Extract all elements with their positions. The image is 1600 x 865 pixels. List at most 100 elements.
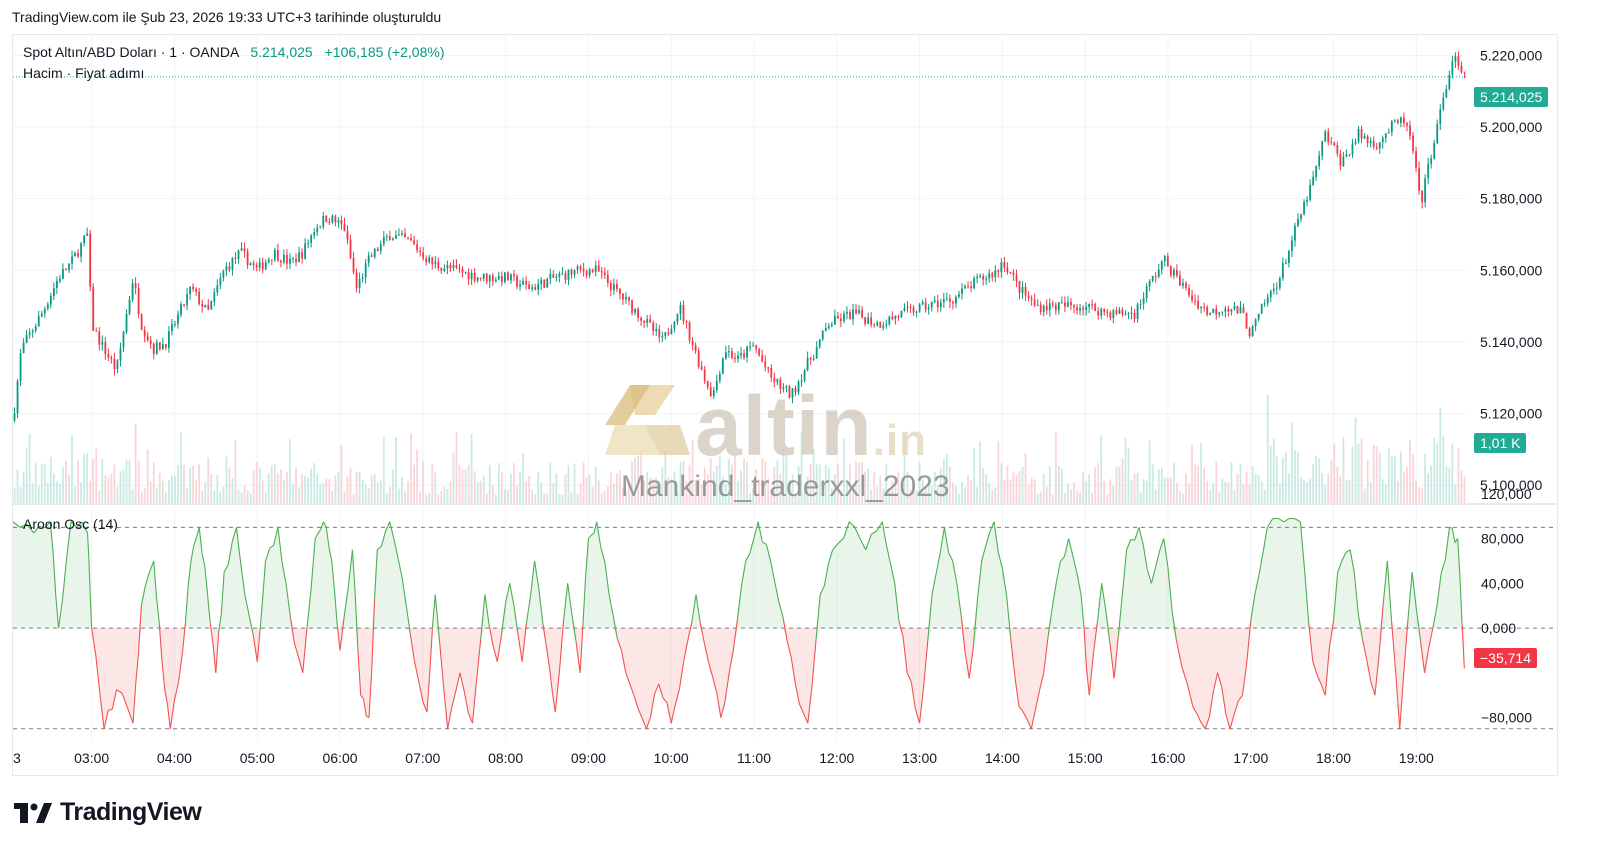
aroon-line-segment xyxy=(44,521,51,529)
volume-bar xyxy=(22,471,25,503)
volume-bar xyxy=(988,483,991,503)
candle-body xyxy=(803,370,806,381)
aroon-line-segment xyxy=(351,549,356,594)
candle-body xyxy=(1339,153,1342,166)
candle-body xyxy=(691,340,694,346)
volume-bar xyxy=(1360,437,1363,503)
aroon-line-segment xyxy=(484,594,490,625)
volume-bar xyxy=(564,474,567,503)
aroon-line-segment xyxy=(1076,572,1082,595)
volume-bar xyxy=(1460,470,1463,503)
candle-body xyxy=(155,342,158,355)
aroon-line-segment xyxy=(1085,668,1090,696)
candle-body xyxy=(1045,305,1048,311)
volume-bar xyxy=(661,467,664,503)
aroon-line-segment xyxy=(876,521,883,532)
candle-body xyxy=(416,244,419,251)
symbol-legend[interactable]: Spot Altın/ABD Doları · 1 · OANDA 5.214,… xyxy=(23,44,444,60)
volume-legend[interactable]: Hacim · Fiyat adımı xyxy=(23,65,145,81)
volume-badge: 1,01 K xyxy=(1474,433,1527,453)
candle-body xyxy=(570,269,573,275)
candle-body xyxy=(755,345,758,350)
volume-bar xyxy=(346,476,349,503)
candle-body xyxy=(942,299,945,303)
volume-bar xyxy=(631,461,633,503)
candle-body xyxy=(252,263,255,265)
aroon-line-segment xyxy=(558,620,565,672)
aroon-line-segment xyxy=(66,521,72,557)
aroon-line-segment xyxy=(765,544,772,562)
candle-body xyxy=(531,287,534,290)
volume-bar xyxy=(1085,481,1088,503)
volume-bar xyxy=(458,464,461,503)
aroon-line-segment xyxy=(1294,518,1301,523)
volume-bar xyxy=(395,436,397,503)
volume-bar xyxy=(98,490,101,503)
volume-bar xyxy=(1142,478,1145,503)
grid xyxy=(13,34,1557,740)
volume-bar xyxy=(1421,488,1424,503)
volume-bar xyxy=(119,471,122,503)
volume-bar xyxy=(77,459,79,503)
aroon-line-segment xyxy=(111,689,118,710)
candle-body xyxy=(192,286,195,289)
candle-body xyxy=(579,266,582,269)
volume-bar xyxy=(673,471,676,503)
volume-bar xyxy=(776,460,779,503)
candle-body xyxy=(401,233,403,235)
aroon-line-segment xyxy=(567,583,573,615)
candle-body xyxy=(1378,142,1381,149)
price-tick-label: 5.220,000 xyxy=(1480,47,1542,63)
volume-bar xyxy=(785,456,788,503)
aroon-line-segment xyxy=(1154,550,1161,568)
aroon-line-segment xyxy=(976,560,983,600)
volume-bar xyxy=(1303,480,1305,503)
volume-bar xyxy=(19,486,22,503)
volume-bar xyxy=(1336,466,1339,503)
aroon-line-segment xyxy=(1126,539,1132,550)
volume-bar xyxy=(174,475,176,503)
volume-bar xyxy=(861,461,863,503)
aroon-line-segment xyxy=(658,683,664,698)
volume-bar xyxy=(276,473,279,503)
volume-bar xyxy=(952,482,954,503)
candle-body xyxy=(180,304,182,315)
candle-body xyxy=(89,233,92,288)
volume-bar xyxy=(885,463,888,503)
volume-bar xyxy=(210,473,213,503)
aroon-line-segment xyxy=(336,625,341,651)
aroon-line-segment xyxy=(1217,672,1223,688)
candle-body xyxy=(622,293,624,300)
aroon-line-segment xyxy=(1010,637,1016,676)
aroon-line-segment xyxy=(389,521,395,539)
volume-bar xyxy=(261,480,264,503)
candle-body xyxy=(549,274,552,279)
candle-body xyxy=(286,254,288,264)
aroon-line-segment xyxy=(1341,552,1347,562)
volume-bar xyxy=(1021,467,1024,503)
candle-body xyxy=(349,239,352,259)
aroon-line-segment xyxy=(1109,643,1115,679)
volume-bar xyxy=(897,472,900,503)
candle-body xyxy=(231,257,234,270)
aroon-line-segment xyxy=(716,692,722,718)
symbol-title[interactable]: Spot Altın/ABD Doları · 1 · OANDA xyxy=(23,44,239,60)
aroon-legend[interactable]: Aroon Osc (14) xyxy=(23,516,118,532)
volume-bar xyxy=(391,469,394,503)
volume-bar xyxy=(558,494,561,503)
candle-body xyxy=(797,381,800,393)
volume-bar xyxy=(279,469,282,503)
volume-bar xyxy=(909,489,912,503)
aroon-line-segment xyxy=(193,537,198,546)
volume-bar xyxy=(994,487,997,503)
tradingview-logo[interactable]: TradingView xyxy=(14,798,202,827)
candle-body xyxy=(183,304,185,306)
aroon-line-segment xyxy=(99,694,105,729)
aroon-line-segment xyxy=(1005,594,1012,638)
volume-bar xyxy=(1233,489,1236,503)
candle-body xyxy=(273,249,276,260)
aroon-line-segment xyxy=(293,643,300,658)
candle-body xyxy=(694,345,697,351)
candle-body xyxy=(628,296,630,301)
